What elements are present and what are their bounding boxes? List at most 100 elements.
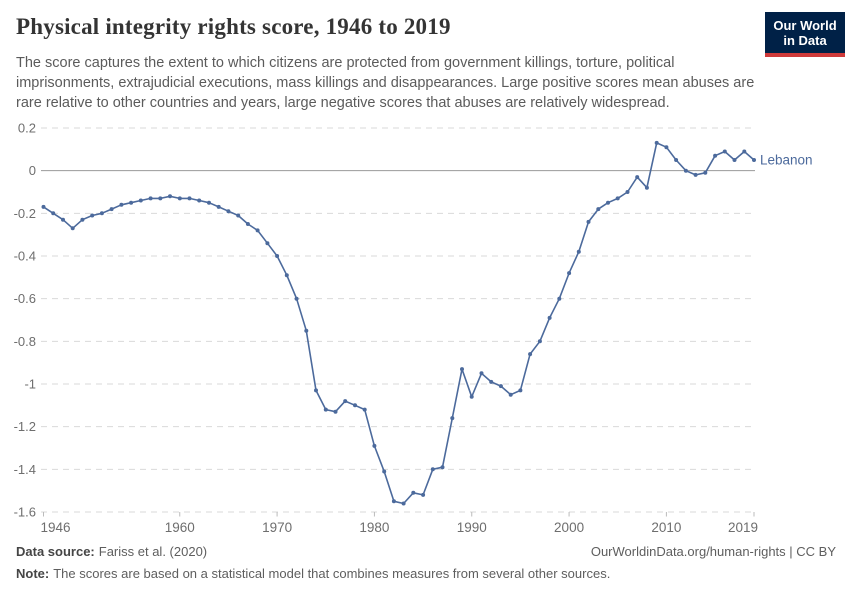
data-point <box>528 352 533 357</box>
y-tick-label: -0.8 <box>14 334 36 349</box>
chart-footer: Data source: Fariss et al. (2020) OurWorl… <box>16 544 836 581</box>
data-point <box>644 185 649 190</box>
data-point <box>177 196 182 201</box>
chart-subtitle: The score captures the extent to which c… <box>16 55 755 111</box>
data-point <box>226 209 231 214</box>
data-point <box>284 273 289 278</box>
data-point <box>518 388 523 393</box>
data-point <box>41 204 46 209</box>
data-point <box>265 241 270 246</box>
x-tick-label: 1946 <box>41 520 71 535</box>
x-tick-label: 1960 <box>165 520 195 535</box>
data-point <box>469 394 474 399</box>
data-point <box>138 198 143 203</box>
data-point <box>450 416 455 421</box>
data-point <box>275 254 280 258</box>
series-end-label: Lebanon <box>760 153 813 168</box>
data-point <box>411 490 416 495</box>
data-point <box>51 211 56 216</box>
data-point <box>304 328 309 333</box>
line-chart: 0.2 0 -0.2 -0.4 -0.6 -0.8 -1 -1.2 -1.4 -1.6 1946 19… <box>14 121 813 536</box>
y-tick-label: 0 <box>29 163 36 178</box>
data-point <box>683 168 688 173</box>
data-point <box>596 207 601 212</box>
data-point <box>343 399 348 404</box>
data-point <box>119 202 124 207</box>
x-tick-label: 2010 <box>651 520 681 535</box>
data-point <box>752 158 756 162</box>
owid-logo[interactable]: Our World in Data <box>765 12 845 57</box>
data-point <box>362 407 367 412</box>
data-point <box>440 465 445 470</box>
data-source-label: Data source: <box>16 544 95 559</box>
data-point <box>654 140 659 145</box>
data-point <box>168 194 172 199</box>
data-point <box>236 213 241 218</box>
data-point <box>99 211 104 216</box>
y-tick-label: -0.2 <box>14 206 36 221</box>
data-point <box>90 213 95 218</box>
chart-note: Note: The scores are based on a statistic… <box>16 566 836 581</box>
data-point <box>294 296 299 301</box>
data-point <box>606 200 610 205</box>
data-point <box>586 219 591 224</box>
data-point <box>421 492 426 497</box>
data-point <box>576 249 581 254</box>
data-point <box>333 409 338 414</box>
data-source: Data source: Fariss et al. (2020) <box>16 544 207 559</box>
data-point <box>216 204 221 209</box>
data-point <box>664 145 669 150</box>
data-point <box>391 499 396 504</box>
y-tick-label: -1.4 <box>14 462 36 477</box>
x-tick-label: 1970 <box>262 520 292 535</box>
data-point <box>430 467 435 472</box>
data-point <box>323 407 328 412</box>
data-source-value: Fariss et al. (2020) <box>98 544 208 559</box>
data-point <box>70 226 75 231</box>
data-point <box>401 501 406 506</box>
attribution-link[interactable]: OurWorldinData.org/human-rights | CC BY <box>590 544 836 559</box>
page-title: Physical integrity rights score, 1946 to… <box>16 14 451 39</box>
data-point <box>187 196 192 201</box>
data-point <box>625 190 630 194</box>
data-point <box>547 315 552 320</box>
data-point <box>109 207 114 212</box>
owid-logo-line1: Our World <box>773 18 837 33</box>
data-point <box>635 175 640 180</box>
data-point <box>567 271 572 276</box>
y-tick-label: -1.6 <box>14 505 36 520</box>
y-tick-label: -1.2 <box>14 419 36 434</box>
data-point <box>674 158 679 162</box>
data-point <box>742 149 747 154</box>
data-point <box>148 196 153 201</box>
y-tick-label: 0.2 <box>18 121 36 136</box>
y-tick-label: -1 <box>24 377 36 392</box>
data-point <box>255 228 260 233</box>
data-point <box>197 198 202 203</box>
note-label: Note: <box>16 566 50 581</box>
x-tick-label: 2019 <box>728 520 758 535</box>
data-point <box>557 296 562 301</box>
data-point <box>615 196 620 201</box>
data-point <box>80 217 85 222</box>
data-point <box>129 200 134 205</box>
data-point <box>498 384 503 389</box>
data-point <box>537 339 542 344</box>
data-point <box>314 388 318 393</box>
data-point <box>158 196 163 201</box>
x-tick-label: 2000 <box>554 520 584 535</box>
data-point <box>508 392 513 397</box>
data-point <box>489 379 494 384</box>
data-point <box>693 172 698 177</box>
data-point <box>207 200 211 205</box>
data-point <box>245 222 250 226</box>
data-point <box>703 170 708 175</box>
data-point <box>713 153 718 158</box>
x-tick-label: 1990 <box>457 520 487 535</box>
data-point <box>61 217 65 222</box>
data-point <box>460 367 464 372</box>
data-point <box>382 469 387 474</box>
data-point <box>372 443 377 448</box>
data-point <box>479 371 484 376</box>
